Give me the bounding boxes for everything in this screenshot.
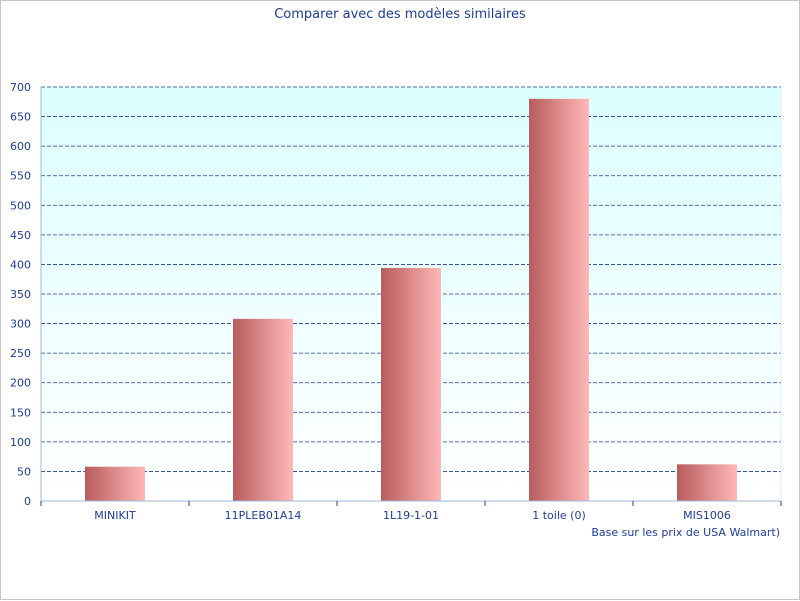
axes (40, 87, 782, 506)
y-tick-label: 50 (17, 465, 31, 478)
y-tick-label: 600 (10, 140, 31, 153)
y-tick-label: 300 (10, 318, 31, 331)
x-tick-label: MINIKIT (94, 509, 136, 522)
y-tick-label: 150 (10, 406, 31, 419)
y-tick-label: 500 (10, 199, 31, 212)
y-axis-ticks: 0 50 100 150 200 250 300 350 400 450 500 550 600 650 7… (10, 81, 31, 508)
bar (529, 98, 589, 501)
y-tick-label: 550 (10, 170, 31, 183)
y-tick-label: 200 (10, 377, 31, 390)
y-tick-label: 0 (24, 495, 31, 508)
price-source-note: Base sur les prix de USA Walmart) (591, 526, 780, 539)
bar (677, 464, 737, 501)
bars (85, 98, 737, 501)
y-tick-label: 250 (10, 347, 31, 360)
bar (381, 267, 441, 501)
x-tick-label: 1L19-1-01 (383, 509, 439, 522)
y-tick-label: 450 (10, 229, 31, 242)
y-tick-label: 400 (10, 258, 31, 271)
x-tick-label: 11PLEB01A14 (225, 509, 302, 522)
bar (233, 318, 293, 501)
x-tick-label: 1 toile (0) (532, 509, 586, 522)
y-tick-label: 700 (10, 81, 31, 94)
y-tick-label: 100 (10, 436, 31, 449)
y-tick-label: 350 (10, 288, 31, 301)
y-tick-label: 650 (10, 111, 31, 124)
bar (85, 466, 145, 501)
chart-title: Comparer avec des modèles similaires (274, 7, 526, 22)
x-axis-ticks: MINIKIT 11PLEB01A14 1L19-1-01 1 toile (0) MI… (94, 509, 731, 522)
x-tick-label: MIS1006 (683, 509, 731, 522)
